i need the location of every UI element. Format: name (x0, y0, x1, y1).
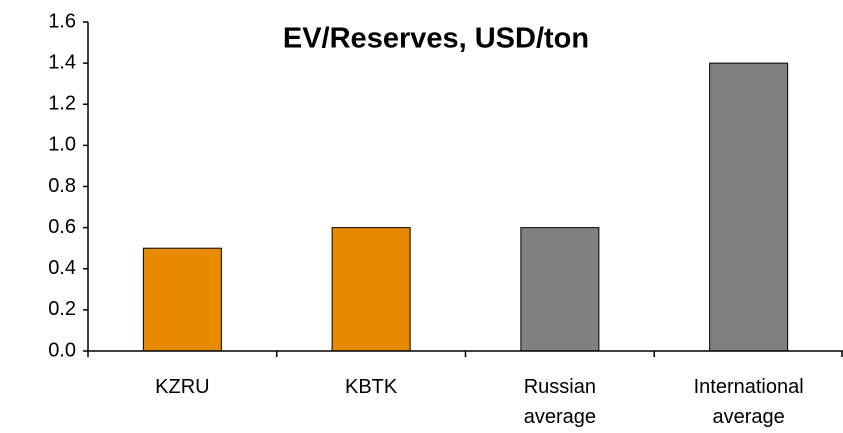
bar (331, 227, 411, 352)
y-tick-label: 0.8 (48, 175, 76, 197)
x-tick-label: KBTK (345, 376, 398, 398)
y-tick-label: 1.0 (48, 134, 76, 156)
bar (709, 62, 789, 352)
bar (142, 247, 222, 352)
y-tick-label: 1.6 (48, 10, 76, 32)
x-tick-label: Russian average (524, 376, 596, 428)
bar (520, 227, 600, 352)
y-tick-label: 0.6 (48, 216, 76, 238)
x-tick-label: International average (694, 376, 804, 428)
y-tick-label: 0.2 (48, 298, 76, 320)
y-tick-label: 1.2 (48, 93, 76, 115)
x-tick-label: KZRU (155, 376, 209, 398)
chart-title: EV/Reserves, USD/ton (283, 23, 589, 55)
y-tick-label: 0.4 (48, 257, 76, 279)
y-tick-label: 1.4 (48, 51, 76, 73)
y-tick-label: 0.0 (48, 339, 76, 361)
